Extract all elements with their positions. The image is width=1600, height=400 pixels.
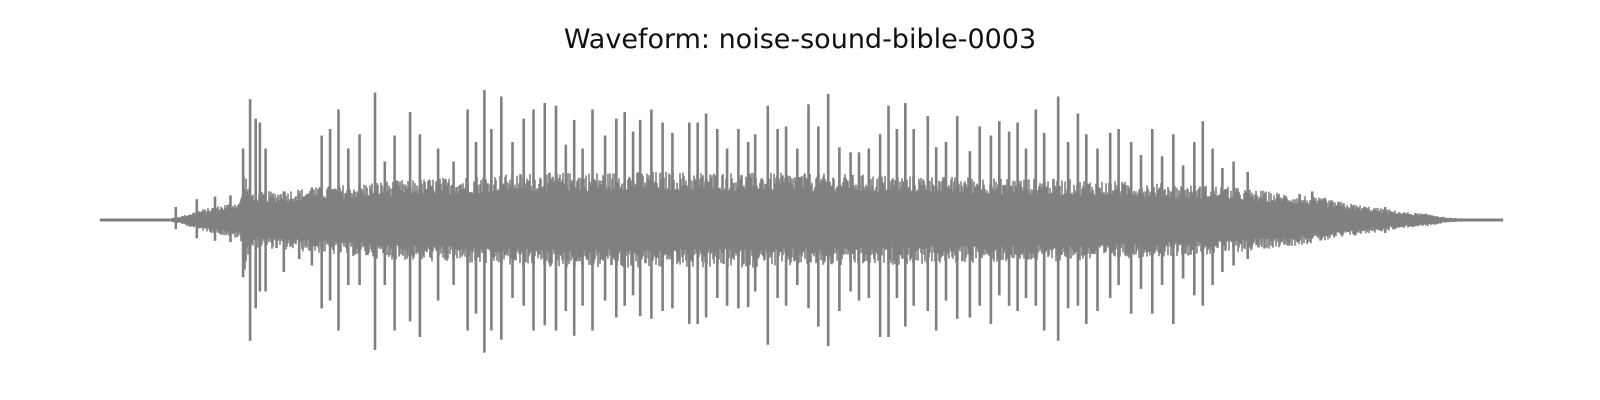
chart-title: Waveform: noise-sound-bible-0003 <box>563 24 1037 55</box>
waveform-series <box>99 90 1504 353</box>
